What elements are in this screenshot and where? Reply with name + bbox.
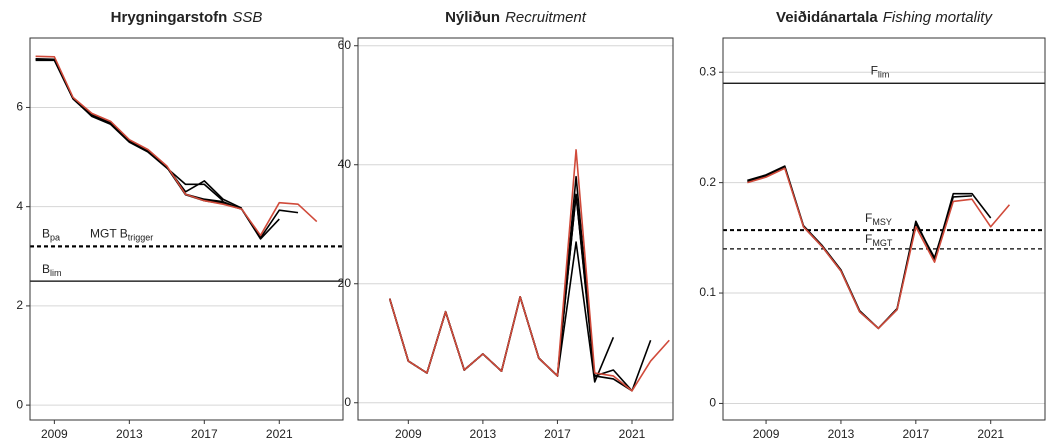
panel-frame <box>29 37 344 421</box>
x-tick-label: 2017 <box>544 427 571 441</box>
reference-label-sub: MSY <box>872 217 892 227</box>
reference-label: MGT Btrigger <box>90 227 153 243</box>
reference-label-main: F <box>865 232 872 246</box>
series-line <box>388 193 596 380</box>
series-line <box>388 193 633 392</box>
y-tick-label: 0 <box>709 396 716 410</box>
y-tick-label: 60 <box>338 38 352 52</box>
x-tick-label: 2013 <box>470 427 497 441</box>
y-tick-label: 6 <box>16 100 23 114</box>
y-tick-label: 0 <box>16 397 23 411</box>
series-line <box>35 55 318 237</box>
title-sub: Recruitment <box>505 9 587 26</box>
reference-label-main: MGT B <box>90 227 128 241</box>
x-tick-label: 2009 <box>395 427 422 441</box>
x-tick-label: 2009 <box>41 427 68 441</box>
y-tick-label: 4 <box>16 199 23 213</box>
title-main: Nýliðun <box>445 9 500 26</box>
series-line <box>35 58 299 239</box>
series-line <box>747 165 992 330</box>
panel-title: Veiðidánartala Fishing mortality <box>776 9 993 26</box>
reference-label-main: F <box>871 63 878 77</box>
x-tick-label: 2021 <box>977 427 1004 441</box>
reference-label: Blim <box>42 262 62 278</box>
series-line <box>747 167 1011 330</box>
x-tick-label: 2009 <box>753 427 780 441</box>
y-tick-label: 20 <box>338 276 352 290</box>
series-line <box>35 58 262 238</box>
reference-label-main: B <box>42 227 50 241</box>
reference-label: FMGT <box>865 232 893 248</box>
reference-label-sub: trigger <box>128 233 154 243</box>
panel-title: Nýliðun Recruitment <box>445 9 587 26</box>
y-tick-label: 0.3 <box>699 64 716 78</box>
y-tick-label: 0.1 <box>699 285 716 299</box>
x-tick-label: 2013 <box>116 427 143 441</box>
title-main: Hrygningarstofn <box>111 9 228 26</box>
reference-label-sub: pa <box>50 233 60 243</box>
y-tick-label: 0 <box>344 395 351 409</box>
x-tick-label: 2017 <box>191 427 218 441</box>
reference-label-main: F <box>865 211 872 225</box>
panel-frame <box>357 37 674 421</box>
x-tick-label: 2021 <box>266 427 293 441</box>
title-sub: SSB <box>232 9 262 26</box>
reference-label-sub: lim <box>50 268 62 278</box>
x-tick-label: 2021 <box>619 427 646 441</box>
title-sub: Fishing mortality <box>883 9 994 26</box>
y-tick-label: 40 <box>338 157 352 171</box>
x-tick-label: 2013 <box>828 427 855 441</box>
series-line <box>388 149 670 392</box>
title-main: Veiðidánartala <box>776 9 878 26</box>
y-tick-label: 0.2 <box>699 175 716 189</box>
reference-label: Bpa <box>42 227 60 243</box>
reference-label: FMSY <box>865 211 892 227</box>
panel-frame <box>722 37 1046 421</box>
series-line <box>388 241 615 383</box>
reference-label: Flim <box>871 63 890 79</box>
panel-title: Hrygningarstofn SSB <box>111 9 263 26</box>
y-tick-label: 2 <box>16 298 23 312</box>
x-tick-label: 2017 <box>902 427 929 441</box>
reference-label-sub: MGT <box>872 238 892 248</box>
reference-label-sub: lim <box>878 70 890 80</box>
reference-label-main: B <box>42 262 50 276</box>
